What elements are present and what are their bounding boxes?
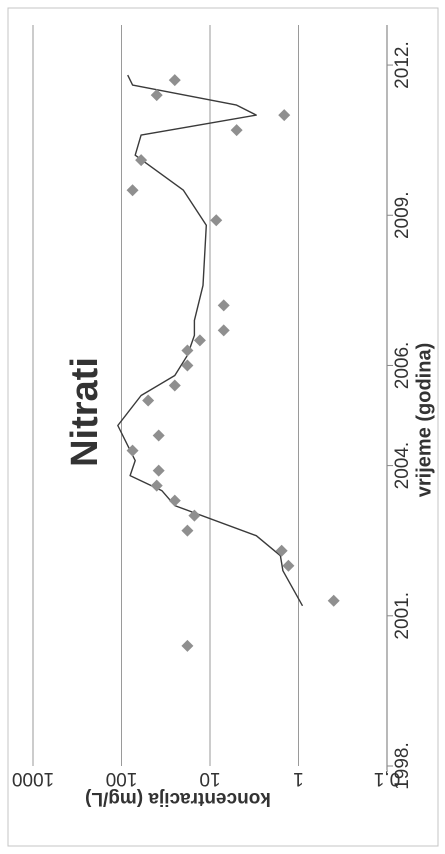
y-tick-label-4: 0,1 <box>374 768 400 789</box>
data-point-10 <box>152 429 165 442</box>
data-point-18 <box>210 214 223 227</box>
x-tick-label-5: 2012. <box>392 41 413 89</box>
x-tick-label-1: 2001. <box>392 592 413 640</box>
data-point-4 <box>181 524 194 537</box>
y-tick-label-2: 10 <box>199 768 220 789</box>
data-point-8 <box>152 464 165 477</box>
data-point-20 <box>135 154 148 167</box>
data-point-0 <box>181 639 194 652</box>
data-point-5 <box>188 509 201 522</box>
data-point-24 <box>168 74 181 87</box>
data-point-12 <box>168 379 181 392</box>
data-point-2 <box>282 559 295 572</box>
data-point-9 <box>126 444 139 457</box>
x-tick-labels: 1998. 2001. 2004. 2006. 2009. 2012. <box>392 41 413 789</box>
data-point-19 <box>126 184 139 197</box>
data-point-13 <box>181 359 194 372</box>
data-point-15 <box>193 334 206 347</box>
x-tick-label-3: 2006. <box>392 342 413 390</box>
y-tick-label-3: 1 <box>293 768 304 789</box>
x-tick-label-0: 1998. <box>392 742 413 790</box>
data-point-23 <box>150 89 163 102</box>
y-axis-label: koncentracija (mg/L) <box>85 788 271 809</box>
chart-frame <box>7 7 439 847</box>
data-point-14 <box>181 344 194 357</box>
data-point-16 <box>217 324 230 337</box>
data-point-6 <box>168 494 181 507</box>
y-tick-label-0: 1000 <box>12 768 54 789</box>
x-axis-label: vrijeme (godina) <box>413 343 435 497</box>
data-point-22 <box>278 109 291 122</box>
data-point-11 <box>142 394 155 407</box>
data-points <box>126 74 340 652</box>
y-tick-labels: 1000 100 10 1 0,1 <box>12 768 400 789</box>
data-point-1 <box>327 594 340 607</box>
data-point-21 <box>230 124 243 137</box>
x-tick-label-4: 2009. <box>392 191 413 239</box>
y-tick-label-1: 100 <box>106 768 138 789</box>
x-tick-label-2: 2004. <box>392 442 413 490</box>
data-point-17 <box>217 299 230 312</box>
data-point-7 <box>150 479 163 492</box>
chart-title: Nitrati <box>64 357 106 467</box>
grid-lines <box>32 25 299 766</box>
axis-line <box>386 25 393 770</box>
data-point-3 <box>275 544 288 557</box>
